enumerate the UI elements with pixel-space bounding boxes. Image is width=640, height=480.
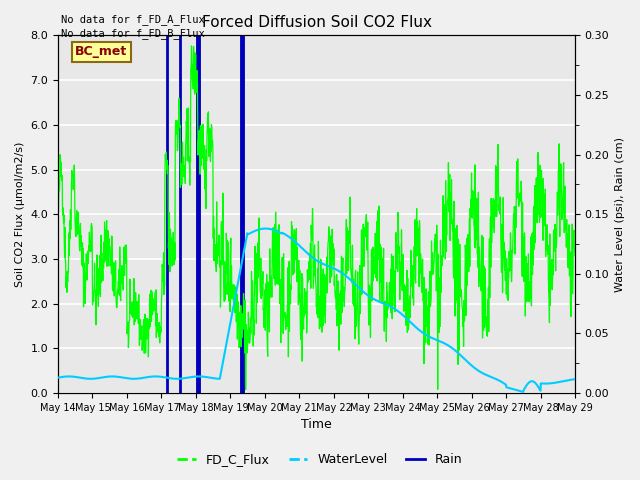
Title: Forced Diffusion Soil CO2 Flux: Forced Diffusion Soil CO2 Flux [202, 15, 431, 30]
X-axis label: Time: Time [301, 419, 332, 432]
Text: No data for f_FD_B_Flux: No data for f_FD_B_Flux [61, 28, 205, 39]
Y-axis label: Water Level (psi), Rain (cm): Water Level (psi), Rain (cm) [615, 137, 625, 292]
Text: BC_met: BC_met [76, 46, 127, 59]
Text: No data for f_FD_A_Flux: No data for f_FD_A_Flux [61, 13, 205, 24]
Y-axis label: Soil CO2 Flux (μmol/m2/s): Soil CO2 Flux (μmol/m2/s) [15, 142, 25, 287]
Legend: FD_C_Flux, WaterLevel, Rain: FD_C_Flux, WaterLevel, Rain [172, 448, 468, 471]
